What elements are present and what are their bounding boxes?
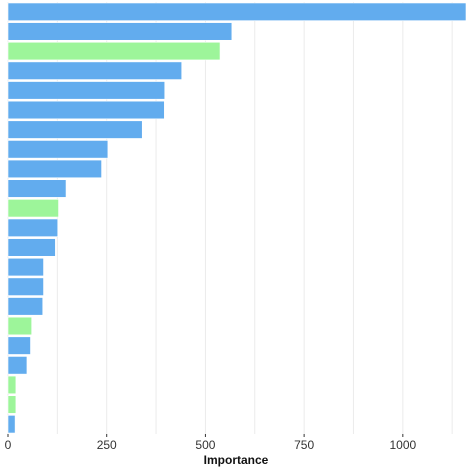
bar — [7, 218, 59, 237]
bar — [7, 375, 17, 395]
bar — [7, 120, 143, 139]
bar — [7, 179, 67, 198]
x-tick-label: 750 — [294, 438, 314, 452]
bar — [7, 159, 102, 179]
bar — [7, 336, 31, 355]
x-tick-label: 500 — [195, 438, 215, 452]
bar — [7, 61, 183, 80]
bar — [7, 2, 467, 21]
bar — [7, 297, 44, 316]
bar — [7, 199, 59, 218]
bar — [7, 277, 44, 296]
bar — [7, 41, 221, 61]
bar — [7, 316, 32, 336]
x-tick-label: 1000 — [389, 438, 416, 452]
bar — [7, 415, 16, 434]
x-axis-title: Importance — [204, 453, 269, 467]
bar — [7, 81, 166, 100]
bars-layer — [7, 2, 467, 434]
bar — [7, 100, 165, 120]
x-tick-label: 250 — [97, 438, 117, 452]
bar — [7, 238, 56, 257]
bar — [7, 140, 109, 159]
bar — [7, 356, 28, 375]
bar — [7, 395, 17, 414]
x-axis-ticks: 0 250 500 750 1000 — [5, 434, 416, 452]
x-tick-label: 0 — [5, 438, 12, 452]
bar — [7, 257, 44, 277]
bar — [7, 22, 233, 41]
